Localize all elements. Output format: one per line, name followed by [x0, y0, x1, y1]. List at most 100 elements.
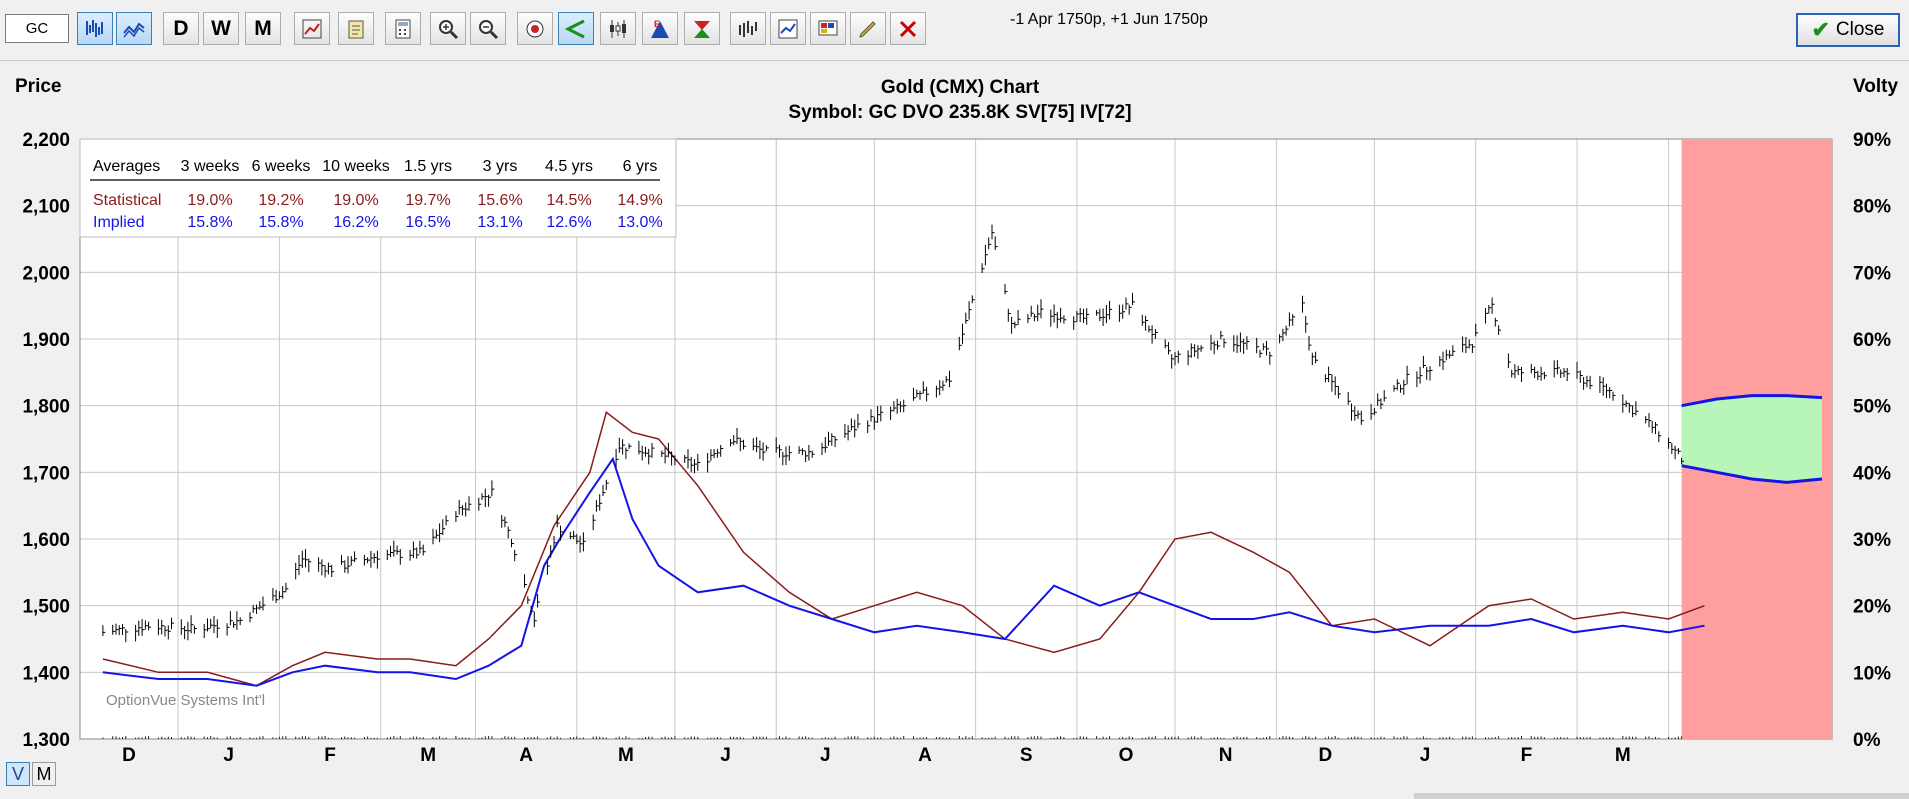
angle-tool-icon[interactable]: [558, 12, 594, 45]
dividend-icon[interactable]: [684, 12, 720, 45]
study-icon[interactable]: [294, 12, 330, 45]
price-bar: [1334, 376, 1338, 396]
price-bar: [1494, 317, 1498, 327]
price-bar: [1040, 299, 1044, 319]
price-bar: [831, 433, 835, 446]
price-bar: [324, 565, 328, 578]
price-bar: [1354, 406, 1358, 421]
price-bar: [1073, 316, 1077, 330]
price-bar: [1279, 334, 1283, 344]
price-bar: [190, 615, 194, 634]
zoom-out-icon[interactable]: [470, 12, 506, 45]
price-bar: [1285, 325, 1289, 336]
price-bar: [442, 519, 446, 535]
price-tick-label: 2,000: [22, 263, 70, 284]
price-bar: [1223, 338, 1227, 348]
watermark-text: OptionVue Systems Int'l: [106, 692, 265, 709]
pencil-icon[interactable]: [850, 12, 886, 45]
price-bar: [890, 406, 894, 421]
gold-chart[interactable]: 1,300 1,400 1,500 1,600 1,700 1,800 1,900 2,000…: [0, 61, 1909, 761]
price-bar: [602, 484, 606, 496]
price-bar: [537, 594, 541, 608]
earnings-icon[interactable]: E: [642, 12, 678, 45]
calculator-icon[interactable]: [385, 12, 421, 45]
price-bar: [141, 619, 145, 636]
indicator-icon[interactable]: [730, 12, 766, 45]
price-bar: [1292, 314, 1296, 326]
view-tabs: V M: [6, 762, 56, 786]
price-bar: [1543, 371, 1547, 380]
price-bar: [102, 625, 106, 636]
price-bar: [1602, 377, 1606, 396]
main-view-button[interactable]: M: [32, 762, 56, 786]
price-bar: [298, 555, 302, 576]
price-bar: [1373, 408, 1377, 416]
zoom-in-icon[interactable]: [430, 12, 466, 45]
weekly-button[interactable]: W: [203, 12, 239, 45]
daily-button[interactable]: D: [163, 12, 199, 45]
price-bar: [939, 380, 943, 396]
price-bar: [759, 440, 763, 460]
price-bar: [1311, 352, 1315, 366]
table-cell: 15.8%: [187, 214, 232, 231]
price-bar: [347, 556, 351, 574]
price-bar: [501, 515, 505, 528]
price-bar: [1517, 365, 1521, 375]
price-bar: [576, 534, 580, 544]
price-bar: [1210, 334, 1214, 351]
clipboard-icon[interactable]: [338, 12, 374, 45]
averages-table: [79, 138, 677, 238]
price-bar: [236, 611, 240, 630]
horizontal-scrollbar[interactable]: [1414, 793, 1909, 799]
symbol-input[interactable]: [5, 14, 69, 43]
price-bar: [867, 420, 871, 434]
price-tick-label: 1,700: [22, 463, 70, 484]
table-row-name: Statistical: [93, 192, 161, 209]
price-bar: [880, 405, 884, 422]
candlestick-icon[interactable]: [600, 12, 636, 45]
price-bar: [396, 545, 400, 555]
plot-area: [80, 139, 1832, 739]
price-bar: [694, 459, 697, 474]
price-bar: [507, 526, 511, 539]
price-bar: [367, 557, 371, 564]
price-bar: [919, 390, 923, 400]
volty-tick-label: 0%: [1853, 730, 1881, 751]
monthly-button[interactable]: M: [245, 12, 281, 45]
price-bar: [445, 515, 449, 526]
color-scheme-icon[interactable]: [810, 12, 846, 45]
price-bar: [376, 550, 380, 569]
price-bar: [1269, 351, 1273, 365]
price-bar: [935, 385, 939, 398]
price-bar: [1406, 365, 1410, 385]
price-bar: [550, 545, 554, 558]
bar-chart-icon[interactable]: [77, 12, 113, 45]
price-bar: [1014, 321, 1018, 329]
month-tick-label: F: [324, 745, 336, 761]
price-bar: [1632, 405, 1636, 418]
price-bar: [213, 616, 217, 634]
price-bar: [1403, 379, 1407, 395]
month-tick-label: A: [918, 745, 932, 761]
close-button[interactable]: ✔ Close: [1796, 13, 1900, 47]
price-bar: [393, 540, 397, 557]
price-bar: [1099, 308, 1103, 322]
price-bar: [478, 497, 482, 511]
volty-tick-label: 40%: [1853, 463, 1891, 484]
target-icon[interactable]: [517, 12, 553, 45]
delete-icon[interactable]: [890, 12, 926, 45]
averages-table-box: [79, 138, 677, 238]
price-bar: [903, 399, 907, 413]
table-header: 10 weeks: [322, 158, 390, 175]
price-bar: [390, 545, 393, 558]
line-chart-icon[interactable]: [116, 12, 152, 45]
price-bar: [569, 531, 573, 540]
price-bar: [1439, 356, 1443, 367]
price-tick-label: 1,900: [22, 330, 70, 351]
table-header: 6 weeks: [252, 158, 311, 175]
price-bar: [1488, 305, 1492, 314]
compare-chart-icon[interactable]: [770, 12, 806, 45]
price-bar: [125, 629, 129, 643]
volatility-view-button[interactable]: V: [6, 762, 30, 786]
forecast-upper-line: [1681, 394, 1823, 408]
